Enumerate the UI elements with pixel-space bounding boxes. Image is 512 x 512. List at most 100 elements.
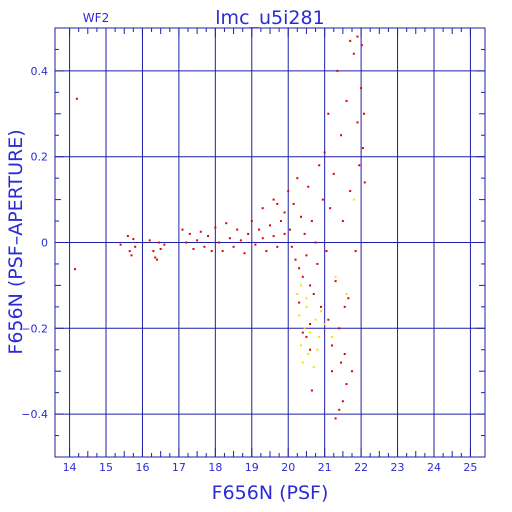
data-point	[316, 262, 319, 265]
data-point	[340, 134, 343, 137]
data-point	[332, 172, 335, 175]
data-point	[341, 220, 344, 223]
data-point	[132, 238, 135, 241]
data-point	[358, 164, 361, 167]
data-point	[305, 254, 308, 257]
data-point	[303, 232, 306, 235]
data-point	[243, 252, 246, 255]
x-tick-label: 22	[354, 461, 368, 474]
y-axis-label: F656N (PSF–APERTURE)	[5, 129, 27, 354]
data-point	[74, 268, 77, 271]
data-point	[261, 237, 264, 240]
data-point	[210, 250, 213, 253]
data-point	[360, 87, 363, 90]
data-points	[74, 35, 366, 420]
y-tick-label: −0.4	[21, 408, 48, 421]
data-point	[336, 69, 339, 72]
data-point	[261, 207, 264, 210]
data-point	[283, 211, 286, 214]
data-point	[360, 44, 363, 47]
data-point	[352, 198, 355, 201]
data-point	[340, 361, 343, 364]
data-point	[163, 243, 166, 246]
data-point	[363, 181, 366, 184]
data-point	[354, 250, 357, 253]
data-point	[154, 256, 157, 259]
data-point	[341, 400, 344, 403]
data-point	[126, 235, 129, 238]
chip-tag: WF2	[83, 11, 109, 25]
data-point	[361, 147, 364, 150]
data-point	[347, 297, 350, 300]
data-point	[292, 202, 295, 205]
data-point	[338, 408, 341, 411]
data-point	[130, 254, 133, 257]
data-point	[305, 297, 308, 300]
data-point	[305, 335, 308, 338]
data-point	[307, 353, 310, 356]
data-point	[279, 220, 282, 223]
data-point	[299, 284, 302, 287]
data-point	[329, 207, 332, 210]
data-point	[343, 305, 346, 308]
data-point	[250, 220, 253, 223]
axis-ticks	[55, 27, 485, 458]
data-point	[320, 305, 323, 308]
data-point	[283, 232, 286, 235]
data-point	[318, 335, 321, 338]
x-tick-label: 16	[135, 461, 149, 474]
data-point	[207, 235, 210, 238]
grid-lines	[55, 28, 485, 457]
data-point	[258, 228, 261, 231]
data-point	[314, 241, 317, 244]
data-point	[247, 232, 250, 235]
data-point	[321, 198, 324, 201]
data-point	[345, 99, 348, 102]
data-point	[350, 370, 353, 373]
data-point	[338, 327, 341, 330]
data-point	[349, 39, 352, 42]
data-point	[334, 280, 337, 283]
data-point	[181, 228, 184, 231]
data-point	[199, 230, 202, 233]
data-point	[309, 348, 312, 351]
data-point	[289, 228, 292, 231]
data-point	[334, 275, 337, 278]
data-point	[156, 258, 159, 261]
data-point	[301, 275, 304, 278]
data-point	[239, 239, 242, 242]
data-point	[134, 245, 137, 248]
x-tick-labels: 14 15 16 17 18 19 20 21 22 23 24 25	[63, 461, 478, 474]
x-tick-label: 17	[172, 461, 186, 474]
data-point	[356, 35, 359, 38]
data-point	[312, 292, 315, 295]
data-point	[345, 383, 348, 386]
data-point	[301, 361, 304, 364]
x-tick-label: 19	[245, 461, 259, 474]
data-point	[192, 247, 195, 250]
data-point	[294, 258, 297, 261]
data-point	[307, 185, 310, 188]
data-point	[298, 301, 301, 304]
data-point	[323, 323, 326, 326]
data-point	[349, 190, 352, 193]
data-point	[298, 267, 301, 270]
data-point	[157, 241, 160, 244]
data-point	[352, 52, 355, 55]
data-point	[232, 245, 235, 248]
data-point	[327, 112, 330, 115]
data-point	[309, 331, 312, 334]
data-point	[214, 226, 217, 229]
data-point	[265, 250, 268, 253]
data-point	[296, 177, 299, 180]
data-point	[148, 239, 151, 242]
data-point	[276, 202, 279, 205]
data-point	[330, 335, 333, 338]
data-point	[196, 239, 199, 242]
x-tick-label: 23	[391, 461, 405, 474]
data-point	[327, 318, 330, 321]
x-tick-label: 21	[318, 461, 332, 474]
data-point	[296, 292, 299, 295]
data-point	[345, 292, 348, 295]
data-point	[290, 245, 293, 248]
